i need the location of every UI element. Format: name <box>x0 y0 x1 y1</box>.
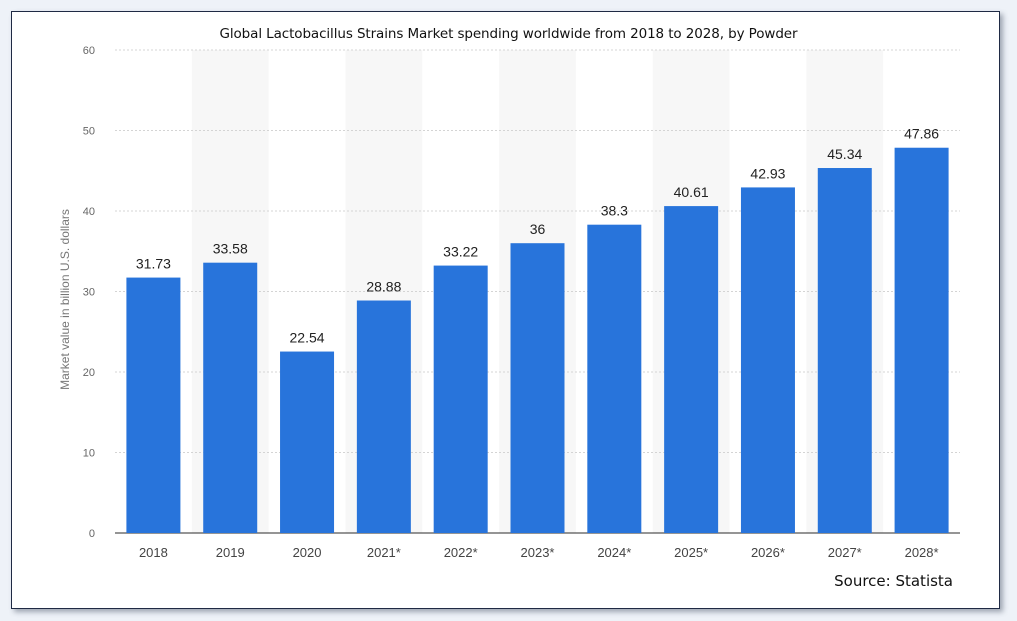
data-label: 22.54 <box>290 330 325 346</box>
x-tick-label: 2021* <box>367 545 401 560</box>
bar <box>510 243 565 533</box>
data-label: 40.61 <box>674 184 709 200</box>
bar <box>894 147 949 534</box>
x-tick-label: 2018 <box>139 545 168 560</box>
data-label: 45.34 <box>827 146 862 162</box>
y-tick-label: 30 <box>83 287 95 299</box>
x-tick-label: 2019 <box>216 545 245 560</box>
data-label: 33.58 <box>213 241 248 257</box>
x-tick-label: 2023* <box>521 545 555 560</box>
bar <box>203 262 258 533</box>
bar <box>126 277 181 533</box>
x-tick-label: 2022* <box>444 545 478 560</box>
x-tick-label: 2024* <box>597 545 631 560</box>
bar <box>740 187 795 533</box>
bar <box>433 265 488 533</box>
data-label: 28.88 <box>366 279 401 295</box>
y-tick-label: 10 <box>83 448 95 460</box>
data-label: 47.86 <box>904 126 939 142</box>
x-tick-label: 2020 <box>293 545 322 560</box>
bar <box>817 168 872 533</box>
y-tick-label: 60 <box>83 45 95 57</box>
data-label: 38.3 <box>601 203 628 219</box>
y-tick-label: 0 <box>89 528 95 540</box>
x-tick-label: 2026* <box>751 545 785 560</box>
bar <box>356 300 411 533</box>
y-tick-label: 40 <box>83 206 95 218</box>
x-tick-label: 2027* <box>828 545 862 560</box>
data-label: 33.22 <box>443 244 478 260</box>
bar <box>587 224 642 533</box>
bar <box>280 351 335 533</box>
y-axis-title: Market value in billion U.S. dollars <box>58 209 72 390</box>
x-tick-label: 2025* <box>674 545 708 560</box>
data-label: 36 <box>530 221 546 237</box>
data-label: 31.73 <box>136 256 171 272</box>
bar <box>664 206 719 534</box>
data-label: 42.93 <box>750 165 785 181</box>
chart-title: Global Lactobacillus Strains Market spen… <box>219 26 798 42</box>
y-tick-label: 20 <box>83 367 95 379</box>
y-tick-label: 50 <box>83 126 95 138</box>
x-tick-label: 2028* <box>905 545 939 560</box>
source-label: Source: Statista <box>834 572 953 590</box>
